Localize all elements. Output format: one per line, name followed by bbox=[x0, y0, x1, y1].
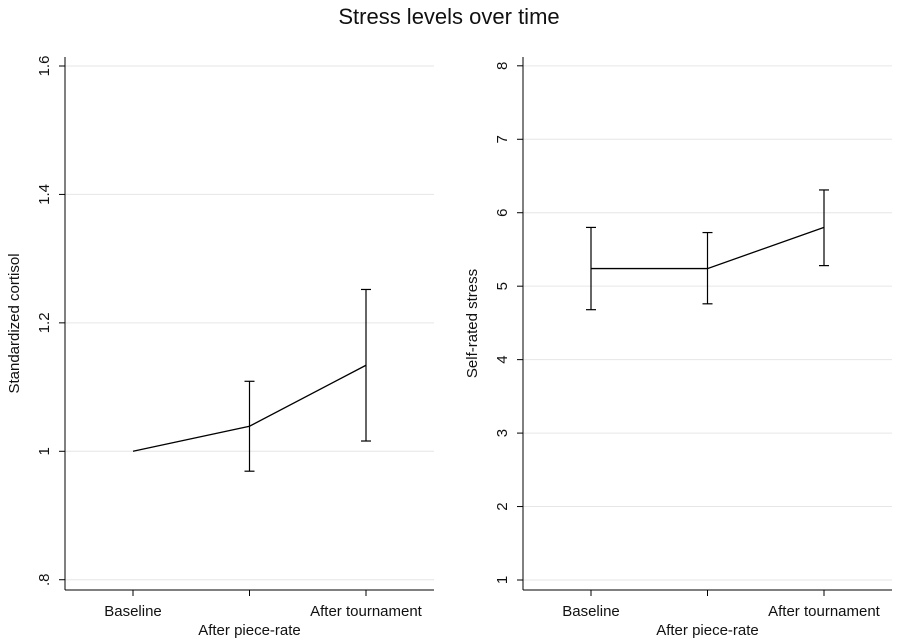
y-tick-label: 6 bbox=[494, 209, 511, 217]
y-tick-label: 7 bbox=[494, 135, 511, 143]
y-tick-label: 1.4 bbox=[36, 184, 53, 205]
x-tick-label: Baseline bbox=[104, 603, 162, 620]
x-tick-label: After tournament bbox=[768, 603, 881, 620]
y-axis-title: Self-rated stress bbox=[464, 269, 481, 378]
x-tick-label: After piece-rate bbox=[656, 622, 759, 639]
y-tick-label: 3 bbox=[494, 429, 511, 437]
y-tick-label: 2 bbox=[494, 502, 511, 510]
x-tick-label: After tournament bbox=[310, 603, 423, 620]
y-tick-label: 1 bbox=[494, 576, 511, 584]
x-tick-label: After piece-rate bbox=[198, 622, 301, 639]
y-tick-label: 1.6 bbox=[36, 56, 53, 77]
y-axis-title: Standardized cortisol bbox=[6, 253, 23, 393]
y-tick-label: 4 bbox=[494, 355, 511, 363]
y-tick-label: 1.2 bbox=[36, 312, 53, 333]
y-tick-label: 1 bbox=[36, 447, 53, 455]
y-tick-label: 5 bbox=[494, 282, 511, 290]
y-tick-label: 8 bbox=[494, 62, 511, 70]
y-tick-label: .8 bbox=[36, 573, 53, 586]
chart-title: Stress levels over time bbox=[338, 4, 559, 29]
x-tick-label: Baseline bbox=[562, 603, 620, 620]
